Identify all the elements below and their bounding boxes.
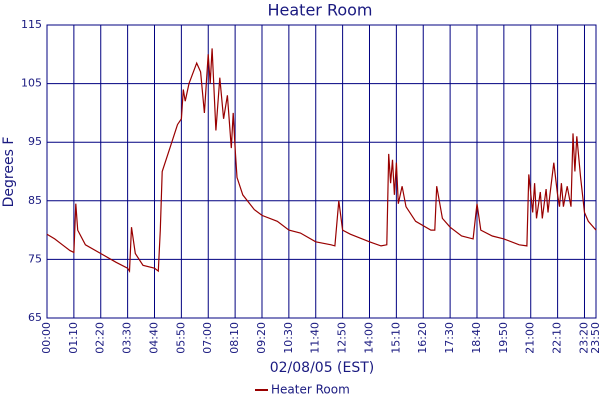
y-axis-label: Degrees F: [1, 137, 17, 208]
x-axis-label: 02/08/05 (EST): [270, 360, 375, 376]
legend-label: Heater Room: [271, 383, 350, 397]
x-tick-label: 00:00: [40, 322, 53, 354]
data-line: [46, 48, 597, 273]
x-tick-label: 04:40: [147, 322, 160, 354]
y-tick-label: 95: [28, 135, 42, 148]
x-tick-label: 23:20: [577, 322, 590, 354]
x-tick-label: 14:00: [362, 322, 375, 354]
y-tick-label: 65: [28, 311, 42, 324]
x-tick-label: 19:50: [497, 322, 510, 354]
x-tick-label: 17:30: [443, 322, 456, 354]
x-tick-label: 05:50: [174, 322, 187, 354]
x-tick-label: 02:20: [94, 322, 107, 354]
x-tick-label: 22:10: [551, 322, 564, 354]
x-tick-label: 07:00: [201, 322, 214, 354]
x-tick-label: 08:10: [228, 322, 241, 354]
y-tick-label: 85: [28, 194, 42, 207]
x-tick-label: 18:40: [470, 322, 483, 354]
x-tick-label: 16:20: [416, 322, 429, 354]
x-tick-label: 01:10: [67, 322, 80, 354]
x-tick-label: 09:20: [255, 322, 268, 354]
chart-title: Heater Room: [267, 1, 372, 20]
x-tick-label: 23:50: [589, 322, 600, 354]
plot-area: [46, 24, 597, 319]
x-tick-label: 11:40: [309, 322, 322, 354]
x-tick-label: 15:10: [389, 322, 402, 354]
y-tick-label: 115: [21, 18, 42, 31]
x-tick-label: 03:30: [121, 322, 134, 354]
x-tick-label: 21:00: [524, 322, 537, 354]
y-tick-label: 105: [21, 77, 42, 90]
y-tick-label: 75: [28, 252, 42, 265]
x-tick-label: 12:50: [336, 322, 349, 354]
x-tick-label: 10:30: [282, 322, 295, 354]
